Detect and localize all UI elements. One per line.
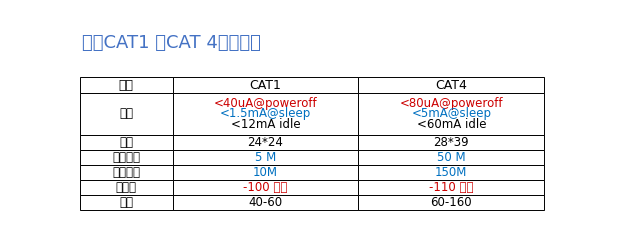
- Text: CAT1: CAT1: [250, 78, 281, 91]
- Bar: [358, 77, 544, 92]
- Bar: [80, 195, 172, 210]
- Bar: [172, 180, 358, 195]
- Bar: [172, 165, 358, 180]
- Text: 一、CAT1 与CAT 4参数对比: 一、CAT1 与CAT 4参数对比: [82, 34, 261, 52]
- Bar: [358, 92, 544, 135]
- Text: -100 左右: -100 左右: [243, 181, 287, 194]
- Text: <5mA@sleep: <5mA@sleep: [412, 107, 491, 120]
- Bar: [358, 180, 544, 195]
- Text: 下载速率: 下载速率: [112, 166, 140, 179]
- Bar: [172, 150, 358, 165]
- Text: 40-60: 40-60: [248, 196, 282, 209]
- Bar: [80, 92, 172, 135]
- Text: 10M: 10M: [253, 166, 278, 179]
- Text: 灵敏度: 灵敏度: [116, 181, 137, 194]
- Text: 序号: 序号: [119, 78, 133, 91]
- Text: <12mA idle: <12mA idle: [231, 118, 300, 131]
- Text: <1.5mA@sleep: <1.5mA@sleep: [220, 107, 311, 120]
- Bar: [172, 77, 358, 92]
- Text: 150M: 150M: [435, 166, 467, 179]
- Text: 50 M: 50 M: [437, 151, 465, 164]
- Bar: [358, 135, 544, 150]
- Text: 价格: 价格: [119, 196, 133, 209]
- Bar: [172, 92, 358, 135]
- Text: 60-160: 60-160: [431, 196, 472, 209]
- Bar: [80, 180, 172, 195]
- Bar: [172, 135, 358, 150]
- Text: 体积: 体积: [119, 136, 133, 149]
- Bar: [80, 150, 172, 165]
- Text: 上传速率: 上传速率: [112, 151, 140, 164]
- Bar: [358, 150, 544, 165]
- Bar: [358, 165, 544, 180]
- Text: -110 左右: -110 左右: [429, 181, 473, 194]
- Text: <80uA@poweroff: <80uA@poweroff: [400, 97, 503, 110]
- Text: <60mA idle: <60mA idle: [417, 118, 486, 131]
- Text: 24*24: 24*24: [248, 136, 284, 149]
- Text: <40uA@poweroff: <40uA@poweroff: [214, 97, 317, 110]
- Bar: [80, 135, 172, 150]
- Bar: [80, 165, 172, 180]
- Bar: [358, 195, 544, 210]
- Bar: [80, 77, 172, 92]
- Bar: [172, 195, 358, 210]
- Text: 功耗: 功耗: [119, 107, 133, 120]
- Text: 5 M: 5 M: [255, 151, 276, 164]
- Text: CAT4: CAT4: [435, 78, 467, 91]
- Text: 28*39: 28*39: [433, 136, 469, 149]
